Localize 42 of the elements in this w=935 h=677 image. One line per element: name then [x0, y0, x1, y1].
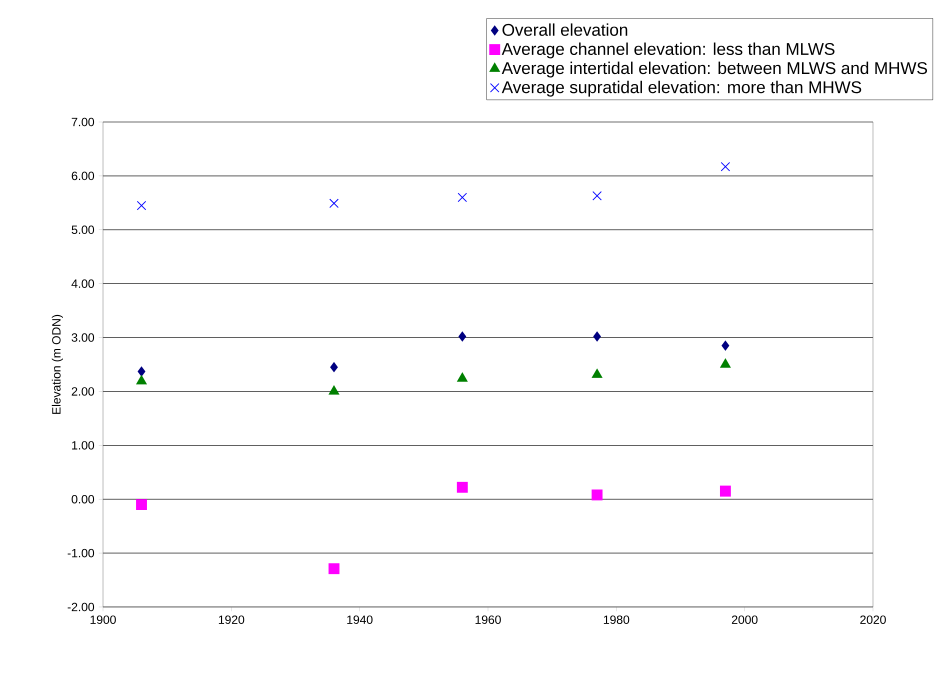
point — [720, 486, 731, 497]
point — [136, 375, 147, 384]
point — [458, 192, 468, 202]
y-tick-label: 0.00 — [72, 494, 94, 504]
legend-label: Overall elevation — [502, 23, 628, 36]
point — [138, 366, 146, 376]
point — [720, 162, 730, 172]
x-tick-label: 2020 — [860, 615, 886, 624]
point — [592, 489, 603, 500]
y-tick-label: 6.00 — [72, 172, 94, 180]
legend-label: Average intertidal elevation: between MLWS and MHWS — [502, 62, 928, 78]
point — [330, 362, 338, 372]
point — [592, 191, 602, 201]
point — [136, 200, 146, 210]
point — [328, 385, 340, 395]
point — [328, 563, 340, 574]
y-axis-title: Elevation (m ODN) — [52, 314, 63, 414]
y-tick-label: 2.00 — [72, 387, 94, 396]
y-tick-label: -1.00 — [68, 548, 94, 558]
x-tick-label: 1960 — [476, 615, 501, 624]
legend-label: Average channel elevation: less than MLWS — [502, 42, 834, 58]
x-tick-label: 1940 — [347, 615, 373, 624]
y-tick-label: 7.00 — [72, 118, 94, 126]
point — [592, 368, 602, 378]
point — [458, 332, 466, 342]
point — [457, 372, 468, 382]
point — [136, 499, 147, 510]
x-tick-label: 1980 — [604, 615, 630, 624]
point — [720, 358, 731, 368]
legend-label: Average supratidal elevation: more than MHWS — [502, 80, 862, 97]
point — [593, 332, 601, 342]
y-tick-label: 1.00 — [72, 441, 94, 450]
x-tick-label: 2000 — [732, 615, 758, 624]
y-tick-label: 3.00 — [72, 333, 94, 342]
y-tick-label: 5.00 — [72, 226, 94, 234]
point — [329, 198, 339, 208]
y-tick-label: 4.00 — [71, 279, 94, 288]
y-tick-label: -2.00 — [68, 602, 94, 612]
point — [722, 340, 730, 351]
point — [456, 482, 468, 493]
x-tick-label: 1900 — [90, 615, 116, 624]
x-tick-label: 1920 — [218, 615, 244, 624]
